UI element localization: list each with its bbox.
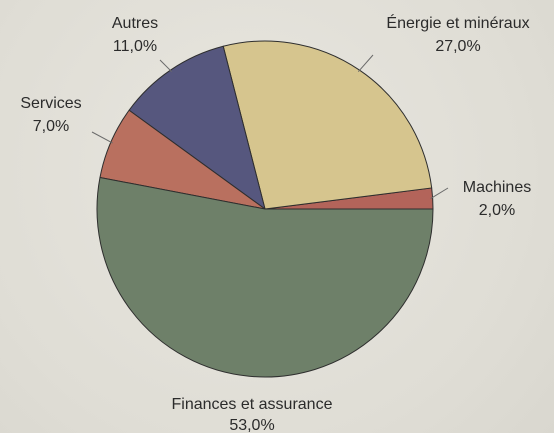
leader-lines (91, 54, 449, 200)
pie-slices (96, 40, 434, 378)
label-autres-value: 11,0% (113, 38, 157, 55)
label-services-value: 7,0% (33, 118, 69, 135)
label-energie-name: Énergie et minéraux (386, 13, 529, 32)
label-machines-value: 2,0% (479, 202, 515, 219)
label-finances-name: Finances et assurance (172, 396, 333, 413)
label-energie-value: 27,0% (435, 38, 480, 55)
leader-line (159, 59, 173, 73)
label-machines-name: Machines (463, 179, 531, 196)
pie-slice-finances-et-assurance (96, 177, 434, 378)
slice-labels: Machines 2,0% Énergie et minéraux 27,0% … (20, 13, 531, 433)
label-autres-name: Autres (112, 15, 158, 32)
leader-line (357, 54, 374, 73)
label-finances-value: 53,0% (229, 417, 274, 433)
leader-line (430, 187, 449, 200)
label-services-name: Services (20, 95, 81, 112)
leader-line (91, 131, 113, 144)
